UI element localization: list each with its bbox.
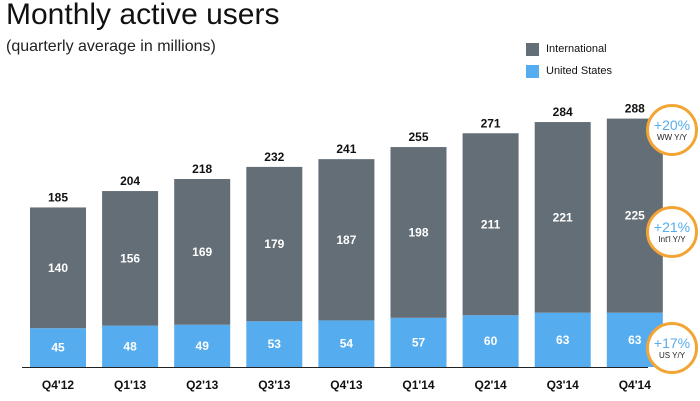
x-tick-label-5: Q1'14 [402, 378, 435, 392]
data-label-us-0: 45 [51, 341, 65, 355]
bar-international-1 [102, 191, 159, 326]
x-tick-label-1: Q1'13 [114, 378, 147, 392]
data-label-us-3: 53 [268, 337, 282, 351]
badge-ww-label: WW Y/Y [656, 132, 688, 142]
x-tick-label-8: Q4'14 [619, 378, 652, 392]
bar-us-1 [102, 325, 159, 367]
badge-us-yoy: +17% US Y/Y [646, 322, 698, 374]
badge-ww-value: +20% [653, 116, 691, 133]
data-label-us-7: 63 [556, 333, 570, 347]
data-label-international-3: 179 [264, 237, 284, 251]
data-label-international-6: 211 [481, 217, 501, 231]
data-label-international-1: 156 [120, 251, 140, 265]
data-label-total-7: 284 [553, 105, 573, 119]
data-label-international-8: 225 [625, 209, 645, 223]
bar-us-0 [30, 328, 86, 367]
bar-international-2 [174, 178, 231, 325]
bar-international-3 [246, 166, 303, 322]
bar-us-7 [534, 312, 591, 367]
data-label-total-3: 232 [264, 150, 284, 164]
bar-international-4 [318, 159, 375, 321]
badge-us-label: US Y/Y [658, 350, 686, 360]
data-label-total-1: 204 [120, 174, 140, 188]
bar-us-6 [462, 315, 519, 367]
badge-intl-label: Int'l Y/Y [658, 234, 686, 244]
bar-international-6 [462, 133, 519, 316]
data-label-total-8: 288 [625, 102, 645, 116]
bar-us-5 [390, 317, 447, 367]
data-label-us-6: 60 [484, 334, 498, 348]
data-label-total-6: 271 [481, 116, 501, 130]
data-label-total-2: 218 [192, 162, 212, 176]
x-tick-label-2: Q2'13 [186, 378, 219, 392]
legend-item-international: International [526, 42, 607, 56]
badge-ww-yoy: +20% WW Y/Y [646, 104, 698, 156]
legend-swatch-united-states [526, 64, 539, 78]
data-label-us-4: 54 [340, 337, 354, 351]
bar-us-4 [318, 320, 375, 367]
x-tick-label-4: Q4'13 [330, 378, 363, 392]
chart-title: Monthly active users [6, 0, 280, 31]
x-tick-label-7: Q3'14 [547, 378, 580, 392]
x-tick-label-0: Q4'12 [42, 378, 75, 392]
chart-subtitle: (quarterly average in millions) [6, 38, 216, 55]
data-label-total-4: 241 [336, 142, 356, 156]
badge-intl-yoy: +21% Int'l Y/Y [646, 206, 698, 258]
bar-international-0 [30, 207, 86, 329]
bar-us-2 [174, 324, 231, 367]
data-label-us-1: 48 [123, 339, 137, 353]
data-label-international-2: 169 [192, 245, 212, 259]
data-label-total-5: 255 [408, 130, 428, 144]
data-label-international-5: 198 [408, 225, 428, 239]
bar-us-3 [246, 321, 303, 367]
data-label-international-0: 140 [48, 261, 68, 275]
data-label-us-5: 57 [412, 335, 426, 349]
legend-item-united-states: United States [526, 64, 612, 78]
data-label-international-7: 221 [553, 210, 573, 224]
data-label-us-2: 49 [196, 339, 210, 353]
legend-label-united-states: United States [546, 65, 613, 77]
data-label-total-0: 185 [48, 190, 68, 204]
badge-intl-value: +21% [653, 218, 691, 235]
x-tick-label-6: Q2'14 [474, 378, 507, 392]
data-label-international-4: 187 [336, 233, 356, 247]
bar-international-5 [390, 147, 447, 318]
bar-international-7 [534, 122, 591, 313]
data-label-us-8: 63 [628, 333, 642, 347]
badge-us-value: +17% [653, 334, 691, 351]
legend-swatch-international [526, 42, 539, 56]
x-tick-label-3: Q3'13 [258, 378, 291, 392]
legend-label-international: International [546, 43, 607, 55]
